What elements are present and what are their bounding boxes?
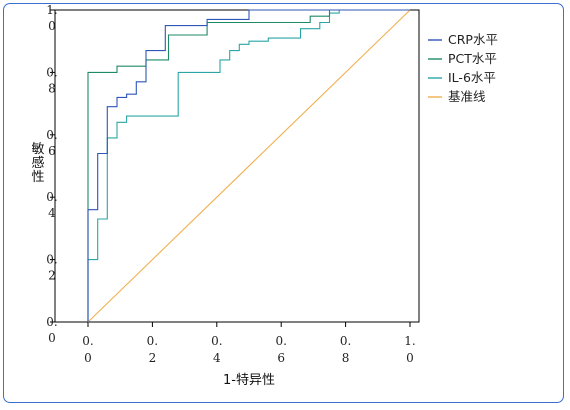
y-axis-ticks: 0. 0 0. 2 0. 4 0. 6 0. 8 1. 0 — [46, 3, 57, 345]
y-tick-label-4: 0. — [46, 65, 57, 79]
x-axis-title: 1-特异性 — [223, 373, 275, 388]
y-axis-title-char-0: 敏 — [31, 142, 44, 157]
x-tick-label-0: 0. — [82, 334, 93, 348]
series-line-0 — [87, 9, 410, 322]
y-tick-label-2: 0. — [46, 190, 57, 204]
series-layer — [87, 9, 411, 323]
y-tick-label-3: 0. — [46, 128, 57, 142]
y-tick-label-1-digit: 2 — [48, 269, 56, 283]
x-tick-label-1: 0. — [147, 334, 158, 348]
y-axis-title-char-2: 性 — [31, 170, 44, 185]
y-axis-title: 敏感性 — [31, 142, 44, 185]
x-tick-label-5-digit: 0 — [406, 351, 414, 365]
legend-label-3: 基准线 — [448, 89, 486, 104]
y-tick-label-3-digit: 6 — [48, 144, 56, 158]
y-tick-label-2-digit: 4 — [48, 206, 56, 220]
legend-label-2: IL-6水平 — [448, 70, 496, 85]
x-tick-label-0-digit: 0 — [84, 351, 92, 365]
x-tick-label-3: 0. — [275, 334, 286, 348]
x-tick-label-2-digit: 4 — [213, 351, 221, 365]
x-tick-label-2: 0. — [211, 334, 222, 348]
y-axis-title-char-1: 感 — [31, 155, 44, 171]
x-tick-label-1-digit: 2 — [149, 351, 157, 365]
y-tick-label-5: 1. — [46, 3, 57, 17]
legend-label-0: CRP水平 — [448, 32, 498, 47]
x-tick-label-3-digit: 6 — [277, 351, 285, 365]
y-tick-label-0-digit: 0 — [48, 331, 56, 345]
x-tick-label-4: 0. — [340, 334, 351, 348]
series-line-3 — [87, 9, 411, 323]
y-tick-label-0: 0. — [46, 315, 57, 329]
x-axis-ticks: 0. 0 0. 2 0. 4 0. 6 0. 8 1. 0 — [82, 322, 416, 365]
y-tick-label-4-digit: 8 — [48, 81, 56, 95]
x-tick-label-5: 1. — [404, 334, 415, 348]
y-tick-label-1: 0. — [46, 253, 57, 267]
plot-area-border — [54, 9, 420, 323]
x-tick-label-4-digit: 8 — [342, 351, 350, 365]
y-tick-label-5-digit: 0 — [48, 19, 56, 33]
legend-label-1: PCT水平 — [448, 51, 497, 66]
series-line-1 — [87, 9, 410, 322]
chart-frame — [3, 3, 564, 403]
